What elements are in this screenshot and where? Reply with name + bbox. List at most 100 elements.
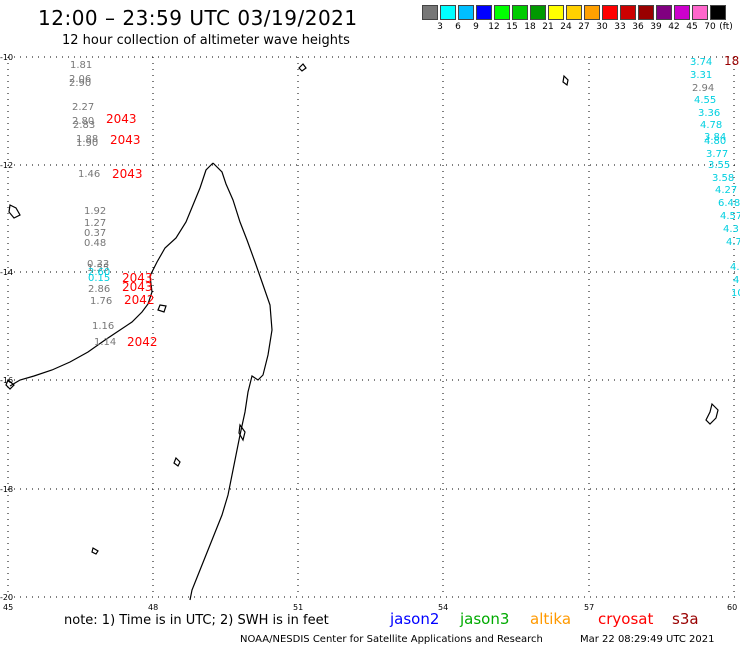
lon-label: 48 [148, 603, 158, 612]
pass-time-label: 2043 [122, 271, 153, 285]
satellite-cryosat: cryosat [598, 610, 654, 628]
map-grid [7, 56, 735, 598]
scale-swatch [602, 5, 618, 20]
lon-label: 57 [584, 603, 594, 612]
pass-time-label: 2043 [122, 280, 153, 294]
swh-observation: 2.80 [72, 116, 94, 127]
swh-observation: 10 [731, 288, 740, 299]
islet [562, 74, 569, 87]
swh-observation: 2.94 [692, 83, 714, 94]
scale-swatch [440, 5, 456, 20]
swh-observation: 4.80 [704, 136, 726, 147]
lat-label: -18 [0, 485, 13, 494]
islet [91, 547, 99, 555]
swh-observation: 1.81 [70, 60, 92, 71]
scale-label: 39 [650, 22, 662, 32]
swh-observation: 3.74 [690, 57, 712, 68]
scale-label: 30 [596, 22, 608, 32]
swh-observation: 4.57 [720, 211, 740, 222]
satellite-jason2: jason2 [390, 610, 440, 628]
scale-swatch [458, 5, 474, 20]
chart-subtitle: 12 hour collection of altimeter wave hei… [62, 33, 350, 48]
swh-observation: 3.36 [698, 108, 720, 119]
swh-observation: 2.60 [88, 267, 110, 278]
longitude-labels: 45 48 51 54 57 60 [3, 603, 737, 612]
scale-swatch [638, 5, 654, 20]
coastline [5, 63, 719, 601]
islet [5, 379, 15, 390]
swh-observation: 3.58 [712, 173, 734, 184]
scale-label: 70 [704, 22, 716, 32]
satellite-altika: altika [530, 610, 572, 628]
pass-time-label: 2042 [127, 335, 158, 349]
islet [8, 204, 21, 219]
swh-observation: 1.14 [94, 337, 116, 348]
swh-observation: 2.06 [69, 74, 91, 85]
cyan-observations: 2.60 0.15 3.74 3.31 4.55 3.36 4.78 3.84 … [88, 57, 740, 299]
lat-label: -14 [0, 268, 13, 277]
pass-time-label: 18 [724, 54, 739, 68]
scale-label: 18 [524, 22, 536, 32]
scale-swatch [476, 5, 492, 20]
swh-observation: 0.48 [84, 238, 106, 249]
scale-label: 21 [542, 22, 554, 32]
swh-observation: 1.46 [78, 169, 100, 180]
lat-label: -12 [0, 161, 13, 170]
lat-label: -10 [0, 53, 13, 62]
scale-label: 27 [578, 22, 590, 32]
pass-time-label: 2042 [124, 293, 155, 307]
scale-swatch [674, 5, 690, 20]
scale-swatch [530, 5, 546, 20]
scale-swatch [656, 5, 672, 20]
swh-observation: 0.37 [84, 228, 106, 239]
pass-time-label: 2043 [112, 167, 143, 181]
swh-observation: 1.16 [92, 321, 114, 332]
scale-label: 15 [506, 22, 518, 32]
lon-label: 54 [438, 603, 448, 612]
satellite-s3a: s3a [672, 610, 699, 628]
footnote: note: 1) Time is in UTC; 2) SWH is in fe… [64, 613, 329, 628]
generation-timestamp: Mar 22 08:29:49 UTC 2021 [580, 634, 715, 645]
swh-observation: 2.83 [73, 120, 95, 131]
chart-title: 12:00 – 23:59 UTC 03/19/2021 [38, 6, 358, 30]
lon-label: 60 [727, 603, 737, 612]
scale-swatch [566, 5, 582, 20]
scale-swatch [692, 5, 708, 20]
scale-swatch [512, 5, 528, 20]
swh-observation: 4.7 [726, 237, 740, 248]
scale-label: 12 [488, 22, 500, 32]
islet [173, 456, 181, 467]
latitude-labels: -10 -12 -14 -16 -18 -20 [0, 53, 13, 602]
swh-observation: 1.27 [84, 218, 106, 229]
islet [705, 402, 719, 425]
pass-time-label: 2043 [106, 112, 137, 126]
swh-observation: 1.55 [87, 263, 109, 274]
pass-time-label: 2043 [110, 133, 141, 147]
swh-observation: 2.86 [88, 284, 110, 295]
scale-label: 6 [455, 22, 461, 32]
red-pass-labels: 2043 2043 2043 2043 2043 2042 2042 18 [106, 54, 739, 349]
islet [298, 63, 307, 72]
satellite-jason3: jason3 [460, 610, 510, 628]
swh-observation: 2.27 [72, 102, 94, 113]
credit-line: NOAA/NESDIS Center for Satellite Applica… [240, 634, 543, 645]
swh-observation: 3.31 [690, 70, 712, 81]
swh-observation: 4 [733, 275, 739, 286]
swh-observation: 4.55 [694, 95, 716, 106]
swh-observation: 3.55 [708, 160, 730, 171]
lat-label: -16 [0, 376, 13, 385]
scale-label: 3 [437, 22, 443, 32]
scale-label: 33 [614, 22, 626, 32]
madagascar-west-coast [9, 162, 214, 387]
swh-observation: 3.84 [704, 132, 726, 143]
scale-label: 24 [560, 22, 572, 32]
swh-observation: 4.3 [723, 224, 739, 235]
islet [157, 304, 167, 313]
scale-swatch [710, 5, 726, 20]
scale-label: 42 [668, 22, 680, 32]
scale-label: 9 [473, 22, 479, 32]
lat-label: -20 [0, 593, 13, 602]
swh-observation: 1.76 [90, 296, 112, 307]
scale-swatch [494, 5, 510, 20]
